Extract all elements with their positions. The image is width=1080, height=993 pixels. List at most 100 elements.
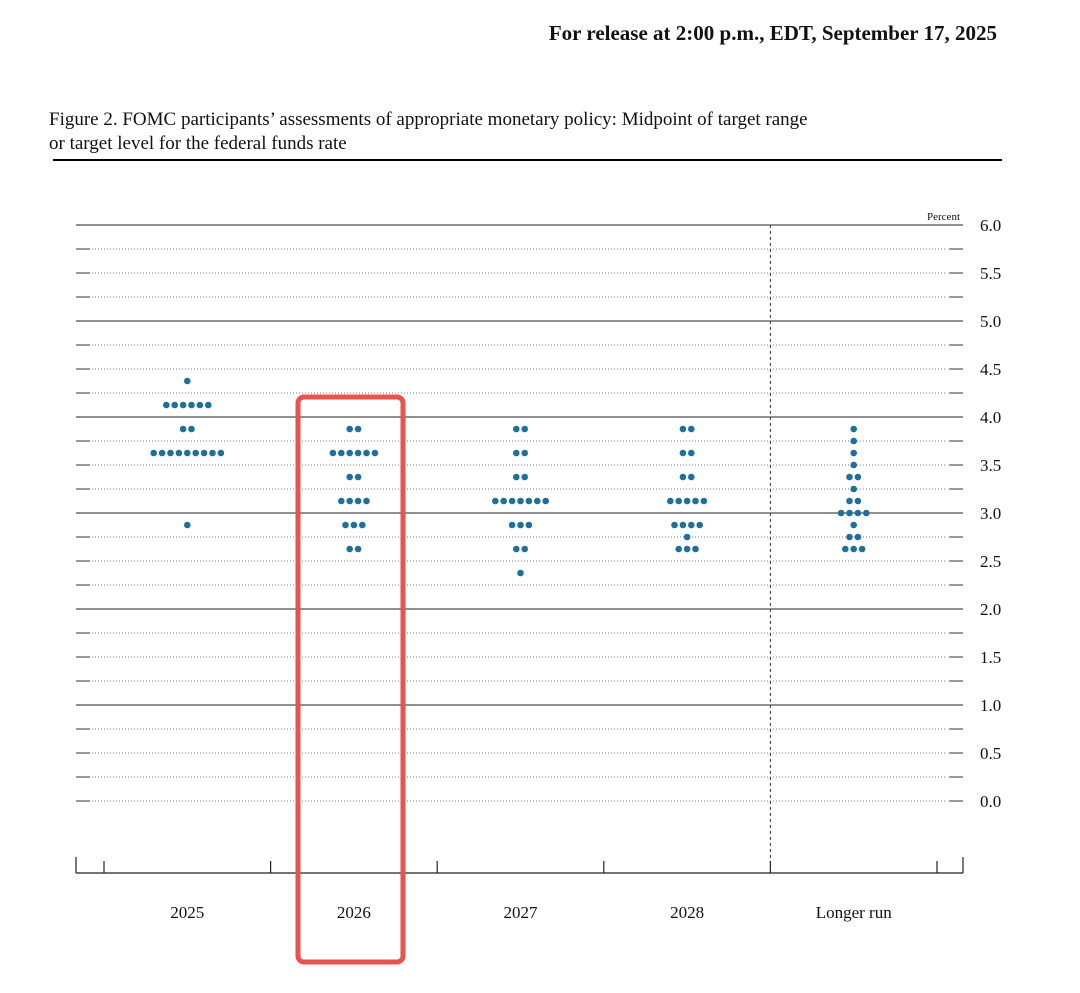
participant-dot xyxy=(837,509,845,517)
participant-dot xyxy=(521,425,528,433)
y-tick-label: 2.5 xyxy=(980,552,1001,571)
participant-dot xyxy=(675,545,682,553)
participant-dot xyxy=(175,449,183,457)
participant-dot xyxy=(354,545,362,553)
participant-dot xyxy=(534,497,541,505)
participant-dot xyxy=(517,569,524,577)
participant-dot xyxy=(205,401,212,409)
participant-dot xyxy=(346,473,354,481)
participant-dot xyxy=(492,497,499,505)
participant-dot xyxy=(683,545,691,553)
participant-dot xyxy=(150,449,157,457)
participant-dot xyxy=(179,401,187,409)
participant-dot xyxy=(354,497,362,505)
x-tick-label: 2027 xyxy=(504,903,539,922)
participant-dot xyxy=(346,545,354,553)
participant-dot xyxy=(850,461,857,469)
y-tick-label: 2.0 xyxy=(980,600,1001,619)
participant-dot xyxy=(163,401,170,409)
participant-dot xyxy=(525,521,533,529)
participant-dot xyxy=(167,449,174,457)
participant-dot xyxy=(192,449,199,457)
participant-dot xyxy=(542,497,549,505)
participant-dot xyxy=(371,449,379,457)
participant-dot xyxy=(683,533,691,541)
participant-dot xyxy=(346,497,354,505)
participant-dot xyxy=(184,377,191,385)
participant-dot xyxy=(508,521,516,529)
participant-dot xyxy=(329,449,337,457)
participant-dot xyxy=(679,521,687,529)
participant-dot xyxy=(158,449,166,457)
participant-dot xyxy=(679,449,687,457)
participant-dot xyxy=(179,425,187,433)
participant-dot xyxy=(338,497,345,505)
participant-dot xyxy=(854,473,862,481)
participant-dot xyxy=(209,449,216,457)
participant-dot xyxy=(354,425,362,433)
participant-dot xyxy=(508,497,516,505)
participant-dot xyxy=(850,437,857,445)
participant-dot xyxy=(363,449,370,457)
participant-dot xyxy=(338,449,345,457)
participant-dot xyxy=(184,449,191,457)
participant-dot xyxy=(863,509,870,517)
participant-dot xyxy=(688,521,695,529)
participant-dot xyxy=(513,425,520,433)
participant-dot xyxy=(846,533,853,541)
participant-dot xyxy=(858,545,866,553)
participant-dot xyxy=(513,473,520,481)
participant-dot xyxy=(513,545,520,553)
x-tick-label: Longer run xyxy=(816,903,893,922)
participant-dot xyxy=(846,473,853,481)
participant-dot xyxy=(842,545,849,553)
participant-dot xyxy=(850,521,857,529)
participant-dot xyxy=(521,473,528,481)
participant-dot xyxy=(363,497,370,505)
y-tick-label: 3.0 xyxy=(980,504,1001,523)
participant-dot xyxy=(846,497,853,505)
participant-dot xyxy=(850,485,857,493)
participant-dot xyxy=(692,545,699,553)
y-tick-label: 1.0 xyxy=(980,696,1001,715)
participant-dot xyxy=(688,425,695,433)
participant-dot xyxy=(188,401,195,409)
participant-dot xyxy=(700,497,708,505)
participant-dot xyxy=(675,497,682,505)
participant-dot xyxy=(513,449,520,457)
release-line: For release at 2:00 p.m., EDT, September… xyxy=(549,21,997,45)
figure-title: or target level for the federal funds ra… xyxy=(49,133,347,154)
participant-dot xyxy=(350,521,358,529)
participant-dot xyxy=(359,521,366,529)
participant-dot xyxy=(688,473,695,481)
participant-dot xyxy=(850,449,857,457)
highlight-box xyxy=(295,394,406,965)
participant-dot xyxy=(854,497,862,505)
participant-dot xyxy=(667,497,674,505)
participant-dot xyxy=(683,497,691,505)
y-tick-label: 4.0 xyxy=(980,408,1001,427)
participant-dot xyxy=(342,521,349,529)
participant-dot xyxy=(696,521,703,529)
participant-dot xyxy=(517,521,524,529)
participant-dot xyxy=(346,425,354,433)
y-tick-label: 3.5 xyxy=(980,456,1001,475)
participant-dot xyxy=(346,449,354,457)
participant-dot xyxy=(171,401,178,409)
y-tick-label: 0.0 xyxy=(980,792,1001,811)
x-tick-label: 2026 xyxy=(337,903,371,922)
participant-dot xyxy=(679,425,687,433)
participant-dot xyxy=(671,521,678,529)
participant-dot xyxy=(196,401,204,409)
y-tick-label: 5.5 xyxy=(980,264,1001,283)
participant-dot xyxy=(184,521,191,529)
x-tick-label: 2025 xyxy=(170,903,204,922)
y-tick-label: 6.0 xyxy=(980,216,1001,235)
participant-dot xyxy=(688,449,695,457)
y-tick-label: 4.5 xyxy=(980,360,1001,379)
participant-dot xyxy=(854,533,862,541)
y-tick-label: 0.5 xyxy=(980,744,1001,763)
participant-dot xyxy=(217,449,225,457)
